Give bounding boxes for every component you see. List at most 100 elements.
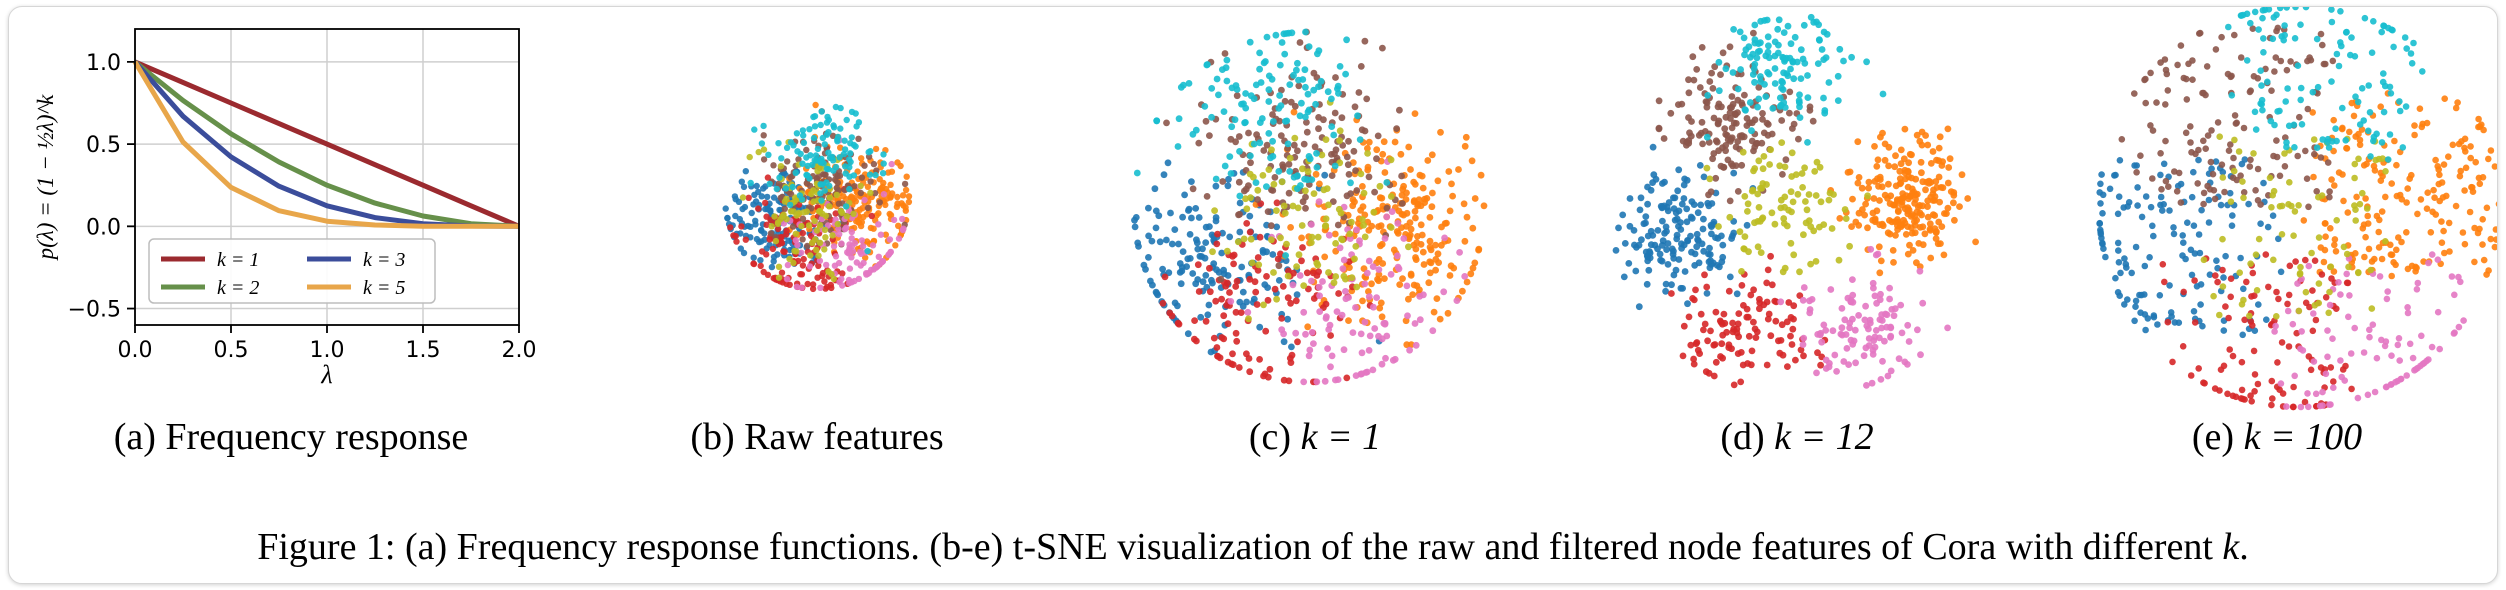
- scatter-point: [1631, 241, 1638, 249]
- scatter-point: [1929, 148, 1937, 155]
- x-tick-label: 2.0: [502, 338, 537, 363]
- scatter-point: [2149, 175, 2156, 182]
- scatter-point: [764, 193, 771, 201]
- scatter-point: [1322, 215, 1330, 223]
- legend-label-2: k = 2: [217, 277, 259, 299]
- scatter-point: [2361, 14, 2369, 22]
- scatter-point: [1729, 100, 1737, 108]
- scatter-point: [1304, 108, 1312, 116]
- scatter-point: [1683, 205, 1691, 213]
- scatter-point: [2197, 301, 2204, 308]
- scatter-point: [2342, 362, 2349, 370]
- scatter-point: [2320, 258, 2328, 266]
- scatter-point: [1413, 282, 1421, 290]
- scatter-point: [1698, 44, 1706, 51]
- scatter-point: [1417, 241, 1425, 248]
- scatter-point: [2326, 288, 2333, 296]
- scatter-point: [2376, 273, 2384, 280]
- scatter-point: [1885, 162, 1892, 170]
- scatter-point: [833, 191, 840, 199]
- scatter-point: [850, 210, 857, 217]
- scatter-point: [1352, 372, 1360, 379]
- scatter-point: [1264, 373, 1272, 381]
- scatter-point: [1858, 184, 1866, 192]
- scatter-point: [813, 246, 820, 254]
- scatter-point: [2284, 85, 2291, 92]
- scatter-point: [1780, 69, 1787, 77]
- scatter-point: [2097, 228, 2104, 236]
- scatter-point: [1855, 174, 1863, 181]
- scatter-point: [1463, 213, 1471, 221]
- scatter-point: [1799, 296, 1807, 304]
- x-tick-label: 1.0: [310, 338, 345, 363]
- scatter-point: [1752, 334, 1760, 341]
- scatter-point: [1159, 265, 1166, 273]
- scatter-point: [1829, 327, 1837, 335]
- scatter-point: [2396, 107, 2404, 115]
- scatter-point: [1387, 156, 1395, 164]
- scatter-point: [1234, 238, 1242, 246]
- scatter-point: [1879, 90, 1887, 98]
- scatter-point: [817, 190, 824, 197]
- scatter-point: [1343, 153, 1351, 161]
- scatter-point: [2413, 264, 2420, 272]
- scatter-point: [2296, 271, 2304, 278]
- scatter-point: [2114, 210, 2122, 218]
- scatter-point: [1710, 114, 1718, 122]
- scatter-point: [795, 209, 803, 217]
- scatter-point: [1734, 85, 1742, 93]
- scatter-point: [1383, 179, 1391, 186]
- scatter-point: [811, 157, 818, 164]
- scatter-point: [1304, 90, 1312, 98]
- scatter-point: [814, 168, 821, 175]
- scatter-point: [2116, 157, 2124, 164]
- scatter-point: [1262, 58, 1269, 65]
- figure-caption: Figure 1: (a) Frequency response functio…: [257, 526, 2249, 568]
- scatter-point: [1360, 221, 1367, 229]
- scatter-point: [1700, 215, 1707, 223]
- scatter-point: [1257, 79, 1265, 86]
- scatter-point: [777, 163, 785, 170]
- scatter-point: [722, 205, 729, 212]
- scatter-point: [890, 216, 898, 224]
- scatter-point: [1434, 250, 1442, 258]
- scatter-point: [2154, 321, 2161, 328]
- scatter-point: [1365, 288, 1372, 295]
- scatter-point: [2485, 267, 2492, 274]
- scatter-point: [832, 163, 840, 171]
- scatter-point: [1399, 275, 1406, 282]
- scatter-point: [1342, 295, 1350, 303]
- legend-label-1: k = 1: [217, 249, 259, 271]
- scatter-point: [1675, 101, 1682, 108]
- scatter-point: [1738, 268, 1745, 275]
- scatter-point: [1804, 72, 1811, 79]
- scatter-point: [2228, 92, 2236, 99]
- scatter-point: [2467, 143, 2474, 150]
- scatter-point: [2297, 96, 2304, 104]
- scatter-point: [757, 226, 765, 234]
- scatter-point: [1813, 369, 1820, 377]
- scatter-point: [1381, 320, 1389, 328]
- scatter-point: [2214, 278, 2221, 286]
- scatter-point: [1284, 272, 1292, 280]
- scatter-point: [2404, 309, 2412, 317]
- scatter-point: [1779, 268, 1787, 276]
- scatter-point: [2115, 247, 2122, 254]
- scatter-point: [1305, 43, 1313, 50]
- scatter-point: [875, 221, 882, 228]
- scatter-point: [2228, 222, 2236, 229]
- scatter-point: [1346, 264, 1353, 271]
- scatter-point: [1212, 182, 1220, 190]
- scatter-point: [1418, 172, 1426, 180]
- scatter-point: [1227, 135, 1235, 143]
- scatter-point: [805, 222, 813, 229]
- scatter-point: [2343, 144, 2350, 152]
- scatter-point: [2332, 248, 2340, 255]
- scatter-point: [1902, 231, 1910, 238]
- scatter-point: [1822, 54, 1830, 61]
- scatter-point: [2315, 234, 2323, 241]
- scatter-point: [1166, 309, 1174, 317]
- scatter-point: [1830, 191, 1837, 198]
- scatter-point: [2264, 223, 2272, 231]
- scatter-point: [1179, 248, 1187, 256]
